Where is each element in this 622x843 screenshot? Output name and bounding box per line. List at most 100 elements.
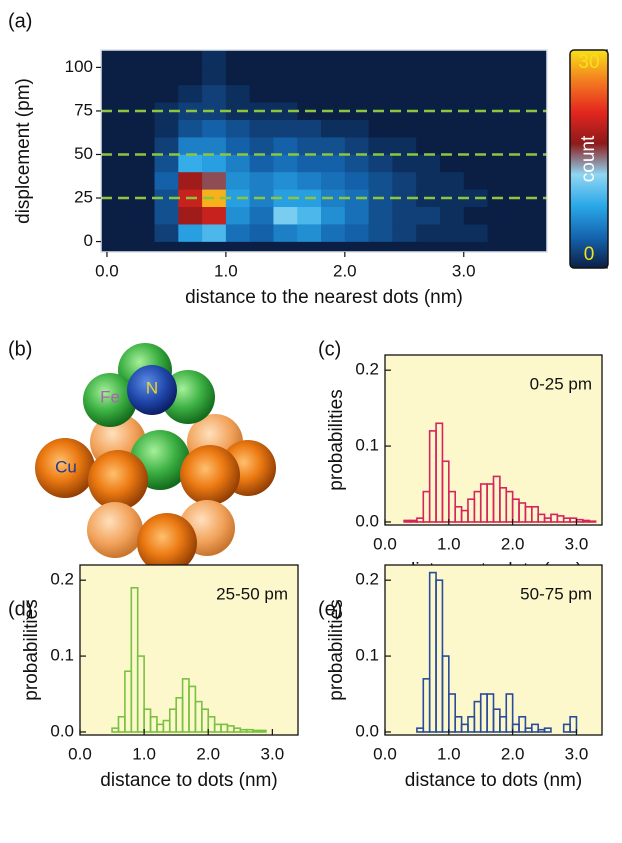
heatmap-cell: [368, 67, 393, 86]
heatmap-cell: [368, 137, 393, 155]
heatmap-cell: [439, 189, 465, 208]
heatmap-cell: [416, 224, 441, 242]
heatmap-cell: [106, 154, 132, 173]
heatmap-cell: [487, 67, 512, 86]
x-tick-label: 2.0: [501, 744, 525, 763]
heatmap-cell: [225, 154, 250, 173]
histogram-bar: [448, 693, 457, 733]
x-tick-label: 2.0: [196, 744, 220, 763]
heatmap-cell: [154, 206, 179, 225]
heatmap-cell: [321, 119, 346, 138]
heatmap-cell: [463, 171, 488, 190]
heatmap-cell: [202, 84, 227, 103]
heatmap-cell: [463, 67, 488, 86]
heatmap-cell: [392, 119, 417, 138]
heatmap-cell: [154, 67, 179, 86]
plot-frame: [79, 564, 299, 736]
heatmap-cell: [178, 171, 203, 190]
heatmap-cell: [511, 67, 536, 86]
heatmap-cell: [368, 50, 393, 68]
heatmap-cell: [368, 224, 393, 242]
heatmap-cell: [273, 67, 298, 86]
heatmap-panel: 0.0 1.0 2.0 3.0 0 25 50 75 100 distance to the ne…: [13, 49, 609, 308]
heatmap-cell: [487, 171, 512, 190]
heatmap-cell: [439, 171, 465, 190]
heatmap-cell: [392, 67, 417, 86]
y-axis-label: probabilities: [21, 599, 42, 700]
heatmap-cell: [487, 154, 512, 173]
heatmap-cell: [439, 154, 465, 173]
histogram-bar: [136, 655, 145, 733]
heatmap-cell: [249, 224, 274, 242]
y-tick-label: 0.1: [355, 436, 379, 455]
heatmap-cell: [321, 84, 346, 103]
heatmap-cell: [392, 224, 417, 242]
heatmap-cell: [321, 154, 346, 173]
heatmap-cell: [487, 224, 512, 242]
annotation: 0-25 pm: [530, 374, 592, 393]
histogram-bar: [403, 519, 412, 523]
heatmap-cell: [344, 206, 369, 225]
heatmap-cell: [463, 206, 488, 225]
heatmap-cell: [439, 119, 465, 138]
heatmap-cell: [297, 154, 322, 173]
heatmap-cell: [225, 171, 250, 190]
heatmap-cell: [487, 206, 512, 225]
heatmap-cell: [297, 67, 322, 86]
heatmap-cell: [344, 137, 369, 155]
x-tick-label: 3.0: [452, 261, 476, 280]
heatmap-cell: [273, 119, 298, 138]
y-tick-label: 0.2: [355, 360, 379, 379]
heatmap-cell: [249, 84, 274, 103]
heatmap-cell: [416, 119, 441, 138]
heatmap-cell: [321, 102, 346, 120]
panel-label: (e): [318, 598, 342, 620]
heatmap-cell: [154, 137, 179, 155]
y-tick-label: 0.2: [355, 570, 379, 589]
heatmap-cell: [249, 171, 274, 190]
heatmap-cell: [154, 102, 179, 120]
heatmap-cell: [202, 189, 227, 208]
heatmap-cell: [273, 224, 298, 242]
heatmap-cell: [344, 50, 369, 68]
heatmap-cell: [202, 67, 227, 86]
atom-label: Fe: [100, 387, 120, 406]
heatmap-cell: [130, 50, 155, 68]
y-tick-label: 75: [74, 100, 93, 119]
colorbar-tick-label: 0: [584, 244, 595, 265]
heatmap-cell: [106, 67, 132, 86]
heatmap-cell: [178, 67, 203, 86]
x-tick-label: 3.0: [565, 744, 589, 763]
heatmap-cell: [416, 137, 441, 155]
heatmap-cell: [511, 171, 536, 190]
heatmap-cell: [416, 171, 441, 190]
heatmap-cell: [273, 102, 298, 120]
heatmap-cell: [487, 137, 512, 155]
heatmap-cell: [297, 137, 322, 155]
y-tick-label: 0.0: [355, 721, 379, 740]
atom-cu: [35, 438, 95, 498]
heatmap-cell: [416, 84, 441, 103]
heatmap-cell: [202, 206, 227, 225]
histogram-bar: [252, 729, 261, 733]
heatmap-cell: [392, 84, 417, 103]
heatmap-cell: [273, 171, 298, 190]
heatmap-cell: [202, 224, 227, 242]
heatmap-cell: [178, 84, 203, 103]
heatmap-cell: [130, 137, 155, 155]
heatmap-cell: [154, 189, 179, 208]
atom-label: N: [146, 378, 158, 397]
heatmap-cell: [368, 206, 393, 225]
heatmap-cell: [178, 206, 203, 225]
heatmap-cell: [439, 206, 465, 225]
histogram-bar: [569, 715, 578, 733]
heatmap-cell: [511, 189, 536, 208]
heatmap-cell: [416, 206, 441, 225]
heatmap-cell: [368, 84, 393, 103]
heatmap-cell: [511, 102, 536, 120]
heatmap-cell: [487, 50, 512, 68]
atom-label: Cu: [55, 457, 77, 476]
heatmap-cell: [154, 84, 179, 103]
histogram-bar: [258, 729, 267, 733]
